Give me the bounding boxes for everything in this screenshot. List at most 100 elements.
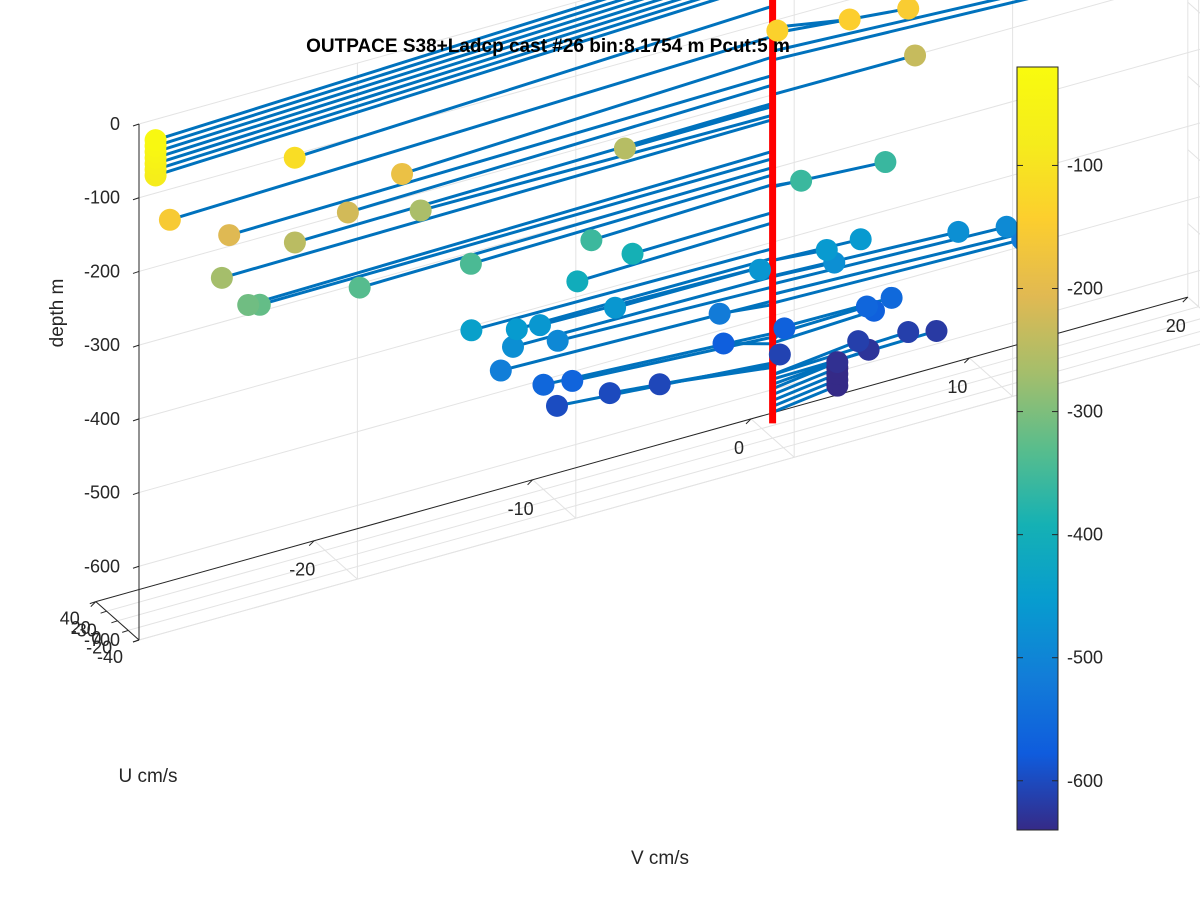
x-tick-mark — [1182, 296, 1189, 303]
z-tick-label: -700 — [84, 630, 120, 650]
stick-layer — [155, 0, 1029, 414]
velocity-stick — [155, 0, 683, 166]
z-tick-mark — [132, 418, 140, 422]
velocity-stick — [471, 247, 773, 332]
data-point — [532, 373, 555, 396]
velocity-stick — [772, 160, 886, 189]
data-point — [348, 276, 371, 299]
velocity-stick — [772, 230, 959, 278]
axes-layer — [89, 123, 1189, 643]
z-axis-label: depth m — [47, 279, 68, 348]
data-point — [712, 332, 735, 355]
z-tick-label: -600 — [84, 556, 120, 576]
data-point — [648, 373, 671, 396]
velocity-stick — [155, 0, 664, 160]
data-point — [598, 382, 621, 405]
z-tick-mark — [132, 270, 140, 274]
x-tick-label: -20 — [289, 560, 315, 580]
data-point — [849, 228, 872, 251]
z-tick-mark — [132, 197, 140, 201]
data-point — [580, 229, 603, 252]
data-point — [460, 319, 483, 342]
velocity-stick — [359, 166, 774, 290]
data-point — [545, 394, 568, 417]
z-tick-label: -100 — [84, 188, 120, 208]
y-tick-label: 20 — [71, 618, 91, 638]
velocity-stick — [772, 53, 916, 97]
velocity-stick — [259, 157, 774, 307]
data-point — [904, 44, 927, 67]
grid-line — [1187, 149, 1200, 162]
data-point — [505, 318, 528, 341]
x-tick-label: 10 — [947, 377, 967, 397]
velocity-stick — [590, 183, 774, 242]
data-point — [847, 330, 870, 353]
z-tick-label: -300 — [84, 335, 120, 355]
grid-line — [1187, 75, 1200, 88]
data-point — [880, 286, 903, 309]
y-tick-label: 40 — [60, 609, 80, 629]
data-point — [790, 169, 813, 192]
data-point — [815, 238, 838, 261]
data-point — [489, 359, 512, 382]
data-point — [855, 295, 878, 318]
y-tick-mark — [122, 629, 129, 633]
velocity-stick — [576, 221, 774, 283]
data-point — [826, 351, 849, 374]
velocity-stick — [632, 211, 774, 256]
data-point — [874, 151, 897, 174]
z-tick-mark — [132, 639, 140, 643]
z-tick-mark — [132, 344, 140, 348]
x-tick-label: 20 — [1166, 316, 1186, 336]
data-point — [925, 319, 948, 342]
data-point — [561, 369, 584, 392]
data-point — [218, 224, 241, 247]
y-tick-mark — [111, 620, 118, 624]
velocity-stick — [294, 4, 774, 160]
grid-line — [1187, 1, 1200, 14]
velocity-stick — [155, 0, 645, 154]
z-tick-label: 0 — [110, 114, 120, 134]
data-point — [158, 208, 181, 231]
x-tick-mark — [745, 418, 752, 425]
y-tick-label: -20 — [86, 637, 112, 657]
velocity-stick — [772, 225, 1007, 286]
colorbar-tick-label: -300 — [1067, 402, 1103, 422]
x-tick-label: -10 — [508, 499, 534, 519]
velocity-stick — [247, 149, 774, 307]
data-point — [566, 270, 589, 293]
velocity-stick — [516, 256, 774, 331]
x-tick-mark — [90, 601, 97, 607]
grid-line — [138, 0, 850, 199]
grid-line — [1187, 223, 1200, 235]
velocity-stick — [155, 0, 701, 172]
data-point — [708, 302, 731, 325]
colorbar-tick-label: -500 — [1067, 648, 1103, 668]
velocity-stick — [772, 348, 870, 386]
colorbar-tick-label: -400 — [1067, 525, 1103, 545]
velocity-stick — [772, 230, 1028, 296]
data-point — [766, 19, 789, 42]
chart-title: OUTPACE S38+Ladcp cast #26 bin:8.1754 m … — [306, 36, 790, 57]
data-point — [773, 317, 796, 340]
velocity-stick — [624, 104, 774, 150]
y-tick-label: 0 — [91, 628, 101, 648]
data-point — [546, 329, 569, 352]
point-layer — [144, 0, 1038, 417]
data-point — [897, 0, 920, 20]
velocity-stick — [155, 0, 720, 177]
z-tick-mark — [132, 492, 140, 496]
y-tick-mark — [89, 601, 96, 605]
data-point — [237, 293, 260, 316]
velocity-stick — [294, 101, 774, 244]
x-tick-label: 0 — [734, 438, 744, 458]
data-point — [283, 146, 306, 169]
velocity-stick — [772, 0, 1001, 53]
velocity-stick — [772, 238, 1023, 305]
label-layer: OUTPACE S38+Ladcp cast #26 bin:8.1754 m … — [47, 36, 1186, 869]
y-tick-label: -40 — [97, 647, 123, 667]
data-point — [613, 137, 636, 160]
velocity-stick — [228, 73, 774, 237]
z-tick-label: -200 — [84, 261, 120, 281]
